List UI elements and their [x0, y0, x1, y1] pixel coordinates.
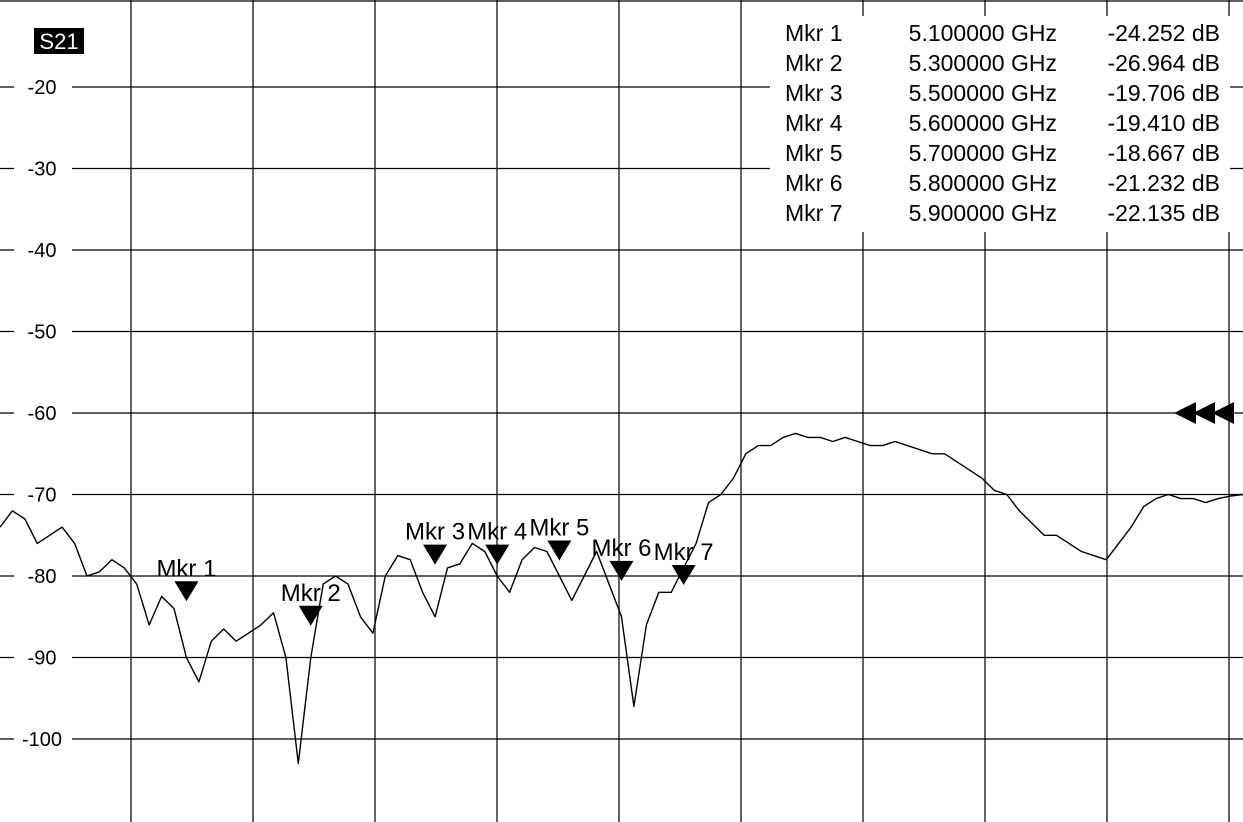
marker-table-frequency: 5.100000 GHz	[909, 20, 1057, 46]
y-tick-label-bg	[14, 238, 72, 262]
marker-table-bg	[770, 16, 1230, 232]
marker-table-value: -19.706 dB	[1107, 80, 1220, 106]
y-tick-label-bg	[14, 319, 72, 344]
marker-table-frequency: 5.700000 GHz	[909, 140, 1057, 166]
y-tick-label: -90	[28, 648, 57, 670]
y-tick-label-bg	[14, 564, 72, 588]
marker-table-frequency: 5.500000 GHz	[909, 80, 1057, 106]
trace-group	[0, 432, 1243, 765]
y-tick-label-bg	[14, 156, 72, 181]
marker-triangle	[485, 544, 510, 565]
y-tick-label-bg	[14, 482, 72, 507]
reference-arrow	[1193, 402, 1215, 424]
y-tick-label: -60	[28, 403, 57, 425]
marker-table-frequency: 5.300000 GHz	[909, 50, 1057, 76]
marker-label: Mkr 6	[592, 535, 652, 562]
marker-table-frequency: 5.800000 GHz	[909, 170, 1057, 196]
marker-label: Mkr 1	[156, 555, 216, 582]
marker-triangle	[423, 544, 448, 565]
reference-level-indicator	[1174, 402, 1234, 424]
y-tick-label: -20	[28, 77, 57, 99]
marker-triangle	[174, 581, 199, 602]
marker-table-value: -24.252 dB	[1107, 20, 1220, 46]
s21-trace-line	[0, 432, 1243, 765]
marker-table-value: -22.135 dB	[1107, 200, 1220, 226]
marker-label: Mkr 3	[405, 519, 465, 546]
marker-triangle	[609, 560, 634, 581]
marker-label: Mkr 7	[654, 539, 714, 566]
marker-table-name: Mkr 1	[785, 20, 843, 46]
y-tick-label: -80	[28, 566, 57, 588]
marker-table-name: Mkr 4	[785, 110, 843, 136]
marker-table-name: Mkr 3	[785, 80, 843, 106]
marker-table-name: Mkr 2	[785, 50, 843, 76]
marker-label: Mkr 5	[529, 515, 589, 542]
marker-table-value: -18.667 dB	[1107, 140, 1220, 166]
y-axis: -20 -30 -40 -50 -60 -70 -80 -90 -100	[14, 75, 72, 751]
trace-label-badge[interactable]: S21	[34, 28, 84, 54]
marker-table-value: -19.410 dB	[1107, 110, 1220, 136]
y-tick-label-bg	[14, 401, 72, 425]
marker-triangle	[298, 605, 323, 626]
marker-table-name: Mkr 7	[785, 200, 843, 226]
y-tick-label: -40	[28, 240, 57, 262]
y-tick-label: -30	[28, 159, 57, 181]
y-tick-label-bg	[14, 75, 72, 99]
marker-table-frequency: 5.900000 GHz	[909, 200, 1057, 226]
marker-triangle	[671, 565, 696, 585]
y-tick-label: -100	[22, 729, 62, 751]
y-tick-label: -70	[28, 485, 57, 507]
trace-label: S21	[39, 29, 78, 54]
marker-triangle	[547, 540, 572, 561]
reference-arrow	[1174, 402, 1196, 424]
reference-arrow	[1212, 402, 1234, 424]
marker-table-value: -26.964 dB	[1107, 50, 1220, 76]
marker-table-name: Mkr 5	[785, 140, 843, 166]
marker-table-frequency: 5.600000 GHz	[909, 110, 1057, 136]
marker-readout-table: Mkr 1 5.100000 GHz -24.252 dB Mkr 2 5.300000…	[770, 16, 1230, 232]
y-tick-label-bg	[14, 727, 72, 751]
y-tick-label-bg	[14, 645, 72, 670]
marker-label: Mkr 2	[281, 580, 341, 607]
y-tick-label: -50	[28, 322, 57, 344]
marker-label: Mkr 4	[467, 519, 527, 546]
marker-table-value: -21.232 dB	[1107, 170, 1220, 196]
marker-table-name: Mkr 6	[785, 170, 843, 196]
